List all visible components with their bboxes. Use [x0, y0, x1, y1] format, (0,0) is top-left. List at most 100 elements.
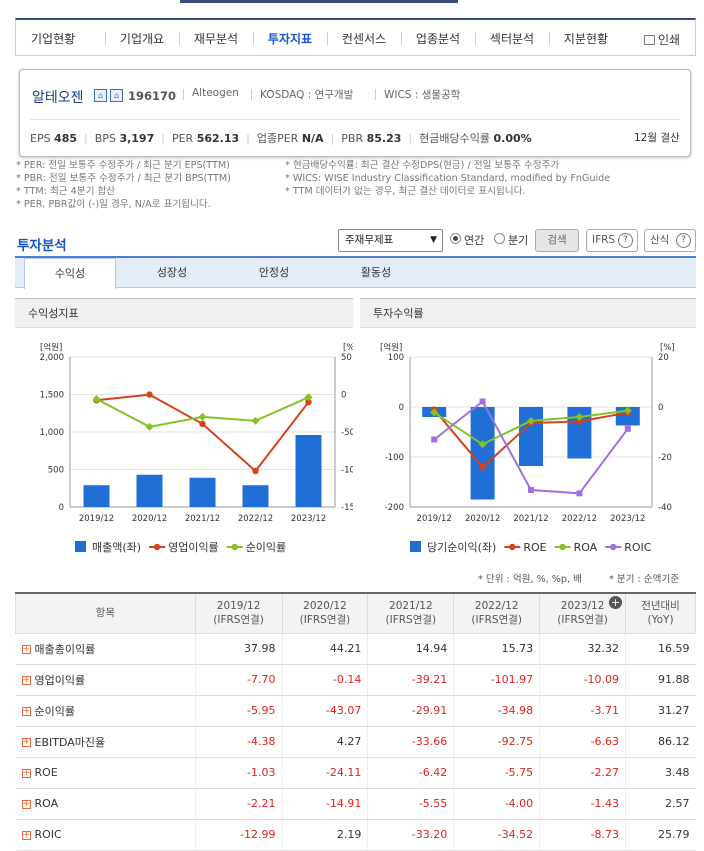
table-cell: -43.07 [281, 695, 368, 727]
expand-icon[interactable]: + [21, 675, 31, 685]
metric-value: 485 [54, 132, 78, 145]
point [624, 425, 631, 432]
point [479, 464, 486, 471]
section-title: 투자분석 [17, 238, 67, 254]
radio-annual[interactable] [450, 233, 461, 244]
header-2020: 2020/12 (IFRS연결) [281, 592, 369, 634]
table-cell: 25.79 [625, 819, 696, 851]
series-line [96, 393, 310, 473]
period-note: * 분기 : 순액기준 [609, 574, 680, 585]
search-button[interactable]: 검색 [535, 229, 579, 252]
row-label[interactable]: + 순이익률 [15, 695, 196, 727]
tab-consensus[interactable]: 컨센서스 [341, 32, 387, 46]
legend-swatch [610, 543, 617, 551]
tab-shareholding[interactable]: 지분현황 [563, 32, 609, 46]
tab-company-overview[interactable]: 기업개요 [119, 32, 165, 46]
table-cell: -12.99 [194, 819, 283, 851]
top-accent-bar [180, 0, 458, 3]
legend-label: ROA [574, 541, 598, 554]
table-cell: -2.27 [539, 757, 626, 789]
legend-label: ROIC [624, 541, 652, 554]
expand-icon[interactable]: + [21, 798, 31, 809]
subtab-growth[interactable]: 성장성 [156, 266, 188, 279]
point [305, 398, 312, 406]
header-yoy: 전년대비 (YoY) [625, 592, 696, 634]
row-label[interactable]: + 매출총이익률 [15, 633, 196, 665]
home-icon[interactable]: ⌂ [94, 89, 107, 102]
table-cell: -10.09 [539, 664, 626, 696]
legend-swatch [509, 543, 516, 551]
table-cell: 37.98 [194, 633, 283, 665]
expand-plus-icon[interactable]: + [609, 596, 623, 609]
legend-swatch [559, 543, 566, 551]
expand-icon[interactable]: + [21, 644, 31, 654]
formula-button[interactable]: 산식? [644, 229, 696, 252]
panel-title: 투자수익률 [360, 298, 696, 328]
section-divider [15, 256, 696, 258]
table-row: + ROA -2.21 -14.91 -5.55 -4.00 -1.43 2.57 [15, 788, 696, 820]
expand-icon[interactable]: + [21, 737, 31, 747]
row-name: ROA [34, 797, 59, 810]
y-tick-label-right: 0 [658, 403, 663, 413]
radio-quarter[interactable] [494, 233, 505, 244]
y-tick-label-right: -150 [341, 503, 353, 513]
row-name: 영업이익률 [34, 673, 86, 687]
tab-financial-analysis[interactable]: 재무분석 [193, 32, 239, 46]
point [527, 416, 535, 425]
metric-bps: BPS 3,197 [95, 132, 154, 145]
subtab-stability[interactable]: 안정성 [258, 266, 290, 279]
row-label[interactable]: + ROA [15, 788, 196, 820]
row-label[interactable]: + EBITDA마진율 [15, 726, 196, 758]
expand-icon[interactable]: + [21, 706, 31, 716]
point [431, 436, 438, 443]
legend-label: 매출액(좌) [92, 541, 141, 554]
point [92, 394, 101, 403]
statement-select[interactable]: 주재무제표 ▼ [338, 229, 443, 252]
tab-sector-analysis[interactable]: 섹터분석 [489, 32, 535, 46]
y-tick-label-left: 100 [388, 353, 404, 363]
expand-icon[interactable]: + [21, 829, 31, 840]
notes-left: * PER: 전일 보통주 수정주가 / 최근 분기 EPS(TTM) * PB… [16, 159, 231, 211]
ifrs-label: IFRS [592, 234, 616, 246]
y-axis-left-label: [억원] [380, 342, 402, 353]
nav-divider [253, 32, 254, 45]
table-cell: -7.70 [194, 664, 283, 696]
table-cell: -24.11 [281, 757, 368, 789]
table-cell: -33.66 [367, 726, 454, 758]
tab-company-status[interactable]: 기업현황 [31, 32, 76, 46]
print-button[interactable]: 인쇄 [644, 31, 680, 48]
y-axis-right-label: [%] [660, 343, 675, 353]
divider [375, 89, 376, 100]
note-line: * 현금배당수익률: 최근 결산 수정DPS(현금) / 전일 보통주 수정주가 [285, 160, 560, 171]
y-tick-label-right: -20 [658, 453, 672, 463]
table-cell: -1.43 [539, 788, 626, 820]
metric-dividend-yield: 현금배당수익률 0.00% [419, 132, 532, 145]
row-name: ROE [34, 766, 58, 779]
row-label[interactable]: + ROE [15, 757, 196, 789]
ifrs-button[interactable]: IFRS? [586, 229, 638, 252]
print-label: 인쇄 [658, 33, 681, 47]
divider [251, 89, 252, 100]
metric-label: BPS [94, 132, 116, 145]
x-tick-label: 2019/12 [79, 514, 114, 524]
row-label[interactable]: + ROIC [15, 819, 196, 851]
subtab-activity[interactable]: 활동성 [360, 266, 392, 279]
point [198, 412, 207, 421]
row-label[interactable]: + 영업이익률 [15, 664, 196, 696]
tab-investment-indicators[interactable]: 투자지표 [267, 32, 313, 46]
y-axis-right-label: [%] [343, 343, 353, 353]
table-cell: 4.27 [281, 726, 368, 758]
subtab-profitability[interactable]: 수익성 [24, 258, 116, 289]
legend-label: 순이익률 [246, 541, 286, 554]
ir-icon[interactable]: ⌂ [110, 89, 123, 102]
table-cell: 44.21 [281, 633, 368, 665]
y-tick-label-left: -200 [385, 503, 404, 513]
tab-industry-analysis[interactable]: 업종분석 [415, 32, 461, 46]
metric-value: 562.13 [196, 132, 240, 145]
expand-icon[interactable]: + [21, 767, 31, 778]
y-tick-label-right: 50 [341, 353, 352, 363]
y-tick-label-right: 20 [658, 353, 669, 363]
metrics-row: EPS 485 | BPS 3,197 | PER 562.13 | 업종PER N/A | P… [30, 132, 532, 145]
nav-divider [327, 32, 328, 45]
note-line: * TTM 데이터가 없는 경우, 최근 결산 데이터로 표시됩니다. [285, 186, 526, 197]
